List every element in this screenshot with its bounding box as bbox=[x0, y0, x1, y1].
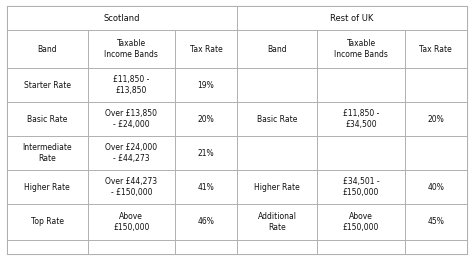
Text: Basic Rate: Basic Rate bbox=[27, 115, 67, 124]
Bar bbox=[7, 136, 88, 170]
Bar bbox=[237, 170, 318, 204]
Text: Tax Rate: Tax Rate bbox=[419, 45, 452, 54]
Bar bbox=[318, 240, 405, 254]
Bar bbox=[88, 204, 175, 240]
Bar bbox=[318, 31, 405, 68]
Bar bbox=[405, 136, 467, 170]
Bar bbox=[405, 68, 467, 102]
Text: Above
£150,000: Above £150,000 bbox=[343, 212, 379, 232]
Bar bbox=[237, 204, 318, 240]
Text: Basic Rate: Basic Rate bbox=[257, 115, 297, 124]
Bar bbox=[175, 170, 237, 204]
Bar bbox=[405, 31, 467, 68]
Text: Above
£150,000: Above £150,000 bbox=[113, 212, 149, 232]
Bar bbox=[88, 170, 175, 204]
Text: Tax Rate: Tax Rate bbox=[190, 45, 222, 54]
Bar bbox=[405, 204, 467, 240]
Bar bbox=[7, 204, 88, 240]
Bar bbox=[318, 102, 405, 136]
Text: 21%: 21% bbox=[198, 149, 214, 158]
Text: Higher Rate: Higher Rate bbox=[255, 183, 300, 192]
Bar bbox=[237, 102, 318, 136]
Bar bbox=[237, 6, 467, 31]
Bar bbox=[7, 240, 88, 254]
Bar bbox=[237, 68, 318, 102]
Text: 41%: 41% bbox=[198, 183, 214, 192]
Bar bbox=[405, 102, 467, 136]
Bar bbox=[175, 240, 237, 254]
Bar bbox=[237, 136, 318, 170]
Bar bbox=[7, 102, 88, 136]
Text: Additional
Rate: Additional Rate bbox=[258, 212, 297, 232]
Text: 40%: 40% bbox=[428, 183, 444, 192]
Text: Intermediate
Rate: Intermediate Rate bbox=[23, 143, 72, 163]
Bar bbox=[175, 136, 237, 170]
Text: 20%: 20% bbox=[428, 115, 444, 124]
Bar bbox=[88, 102, 175, 136]
Text: Rest of UK: Rest of UK bbox=[330, 14, 374, 23]
Bar bbox=[175, 68, 237, 102]
Bar bbox=[175, 31, 237, 68]
Text: 45%: 45% bbox=[428, 217, 444, 226]
Bar bbox=[405, 170, 467, 204]
Bar bbox=[318, 68, 405, 102]
Text: £11,850 -
£34,500: £11,850 - £34,500 bbox=[343, 109, 379, 129]
Text: Taxable
Income Bands: Taxable Income Bands bbox=[334, 39, 388, 59]
Text: £34,501 -
£150,000: £34,501 - £150,000 bbox=[343, 177, 380, 197]
Bar bbox=[318, 204, 405, 240]
Text: 20%: 20% bbox=[198, 115, 214, 124]
Bar bbox=[7, 6, 237, 31]
Bar bbox=[237, 240, 318, 254]
Bar bbox=[175, 102, 237, 136]
Bar bbox=[88, 31, 175, 68]
Bar bbox=[7, 31, 88, 68]
Text: Top Rate: Top Rate bbox=[31, 217, 64, 226]
Text: Higher Rate: Higher Rate bbox=[25, 183, 70, 192]
Text: Scotland: Scotland bbox=[104, 14, 140, 23]
Text: Taxable
Income Bands: Taxable Income Bands bbox=[104, 39, 158, 59]
Bar bbox=[88, 240, 175, 254]
Text: Band: Band bbox=[267, 45, 287, 54]
Bar bbox=[237, 31, 318, 68]
Text: Over £13,850
- £24,000: Over £13,850 - £24,000 bbox=[105, 109, 157, 129]
Text: £11,850 -
£13,850: £11,850 - £13,850 bbox=[113, 75, 149, 95]
Bar bbox=[7, 68, 88, 102]
Text: 19%: 19% bbox=[198, 81, 214, 90]
Bar bbox=[88, 68, 175, 102]
Text: Over £44,273
- £150,000: Over £44,273 - £150,000 bbox=[105, 177, 157, 197]
Text: Over £24,000
- £44,273: Over £24,000 - £44,273 bbox=[105, 143, 157, 163]
Text: Band: Band bbox=[37, 45, 57, 54]
Text: 46%: 46% bbox=[198, 217, 214, 226]
Bar bbox=[88, 136, 175, 170]
Bar bbox=[405, 240, 467, 254]
Text: Starter Rate: Starter Rate bbox=[24, 81, 71, 90]
Bar bbox=[7, 170, 88, 204]
Bar bbox=[318, 136, 405, 170]
Bar bbox=[318, 170, 405, 204]
Bar bbox=[175, 204, 237, 240]
